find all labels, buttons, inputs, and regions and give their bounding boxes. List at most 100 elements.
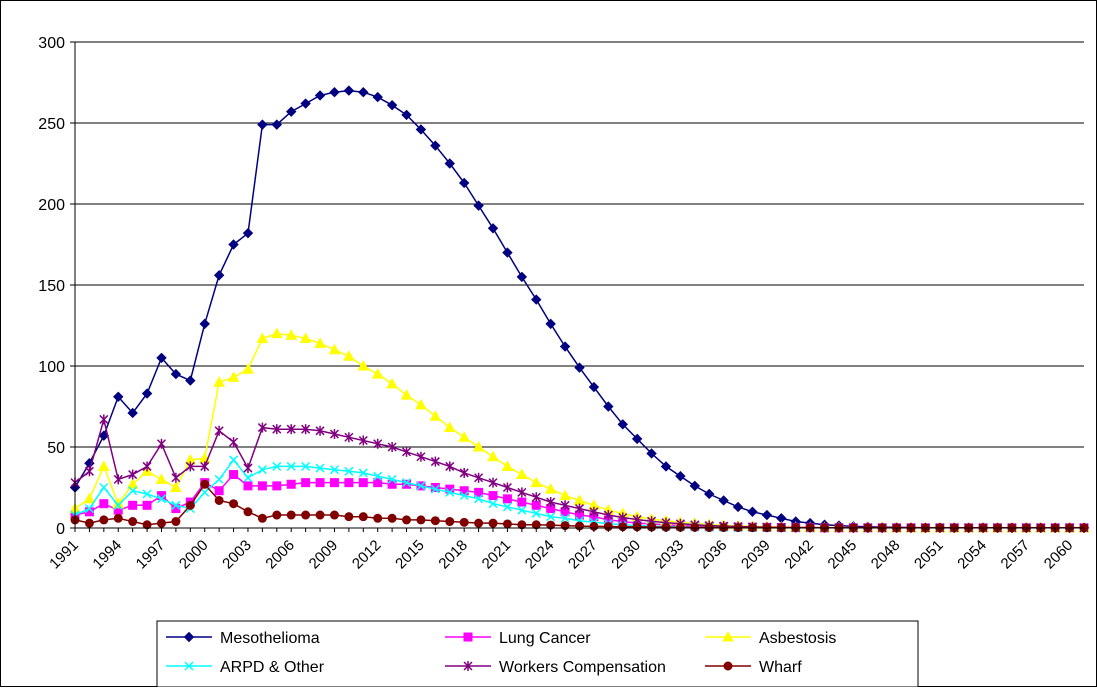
data-point-mesothelioma (747, 506, 758, 518)
data-point-workers-compensation (531, 492, 541, 503)
data-point-asbestosis (357, 359, 370, 371)
data-point-arpd-other (229, 455, 239, 465)
legend: Mesothelioma Lung Cancer Asbestosis ARPD & … (156, 620, 919, 688)
data-point-wharf (286, 510, 296, 520)
data-point-mesothelioma (358, 87, 369, 98)
data-point-mesothelioma (718, 495, 729, 506)
data-point-mesothelioma (646, 448, 657, 459)
data-point-asbestosis (343, 350, 355, 361)
data-point-asbestosis (170, 481, 182, 492)
data-point-workers-compensation (185, 461, 195, 472)
data-point-mesothelioma (545, 318, 556, 330)
data-point-wharf (272, 510, 282, 520)
data-point-workers-compensation (430, 456, 440, 467)
data-point-mesothelioma (156, 352, 167, 364)
data-point-workers-compensation (401, 446, 412, 457)
data-point-mesothelioma (574, 362, 585, 373)
data-point-workers-compensation (502, 482, 512, 493)
legend-marker (463, 661, 473, 671)
data-point-asbestosis (371, 368, 384, 379)
data-point-arpd-other (401, 478, 412, 488)
data-point-wharf (214, 495, 224, 505)
data-point-workers-compensation (200, 461, 210, 472)
data-point-workers-compensation (416, 451, 426, 462)
data-point-mesothelioma (675, 470, 686, 482)
data-point-mesothelioma (185, 375, 196, 386)
y-tick-label: 50 (47, 440, 65, 457)
data-point-mesothelioma (113, 391, 124, 402)
data-point-wharf (229, 499, 239, 509)
data-point-workers-compensation (272, 424, 282, 435)
legend-marker (722, 630, 734, 642)
data-point-asbestosis (530, 476, 543, 488)
data-point-workers-compensation (459, 467, 469, 478)
legend-item-workers-compensation: Workers Compensation (445, 659, 666, 676)
legend-item-arpd-other: ARPD & Other (166, 659, 325, 676)
data-point-wharf (373, 513, 383, 523)
data-point-mesothelioma (473, 200, 484, 211)
data-point-workers-compensation (128, 469, 138, 480)
data-point-mesothelioma (603, 401, 614, 412)
data-point-asbestosis (400, 389, 413, 400)
data-point-mesothelioma (761, 509, 773, 521)
data-point-mesothelioma (531, 294, 542, 305)
data-point-mesothelioma (401, 109, 412, 121)
data-point-arpd-other (99, 482, 109, 493)
data-point-arpd-other (286, 461, 296, 471)
data-point-asbestosis (314, 337, 326, 348)
data-point-arpd-other (344, 466, 354, 476)
data-point-workers-compensation (546, 497, 556, 508)
data-point-asbestosis (429, 410, 442, 421)
data-point-asbestosis (559, 489, 571, 501)
data-point-workers-compensation (344, 432, 354, 443)
data-point-asbestosis (155, 473, 168, 484)
data-point-lung-cancer (488, 491, 498, 501)
data-point-wharf (344, 512, 354, 522)
data-point-lung-cancer (99, 499, 109, 509)
gridlines (75, 41, 1084, 448)
data-point-wharf (185, 500, 195, 510)
data-point-arpd-other (113, 500, 123, 510)
legend-item-mesothelioma: Mesothelioma (166, 630, 320, 647)
legend-label: Mesothelioma (220, 630, 320, 647)
y-tick-label: 300 (38, 35, 65, 52)
data-point-workers-compensation (229, 437, 239, 448)
data-point-mesothelioma (704, 488, 715, 500)
data-point-lung-cancer (358, 478, 368, 488)
data-point-wharf (502, 519, 512, 529)
data-point-mesothelioma (314, 90, 326, 101)
data-point-lung-cancer (474, 487, 484, 497)
data-point-workers-compensation (142, 461, 152, 472)
legend-marker (463, 632, 473, 642)
data-point-mesothelioma (732, 501, 744, 513)
y-tick-label: 0 (56, 521, 65, 538)
legend-item-asbestosis: Asbestosis (705, 630, 836, 647)
data-point-wharf (171, 517, 181, 527)
data-point-asbestosis (472, 440, 485, 452)
y-tick-label: 150 (38, 278, 65, 295)
legend-item-wharf: Wharf (705, 659, 802, 676)
data-point-mesothelioma (516, 271, 528, 283)
data-point-mesothelioma (228, 239, 239, 250)
data-point-lung-cancer (329, 478, 339, 488)
y-axis-ticks: 0 50 100 150 200 250 300 (38, 35, 65, 538)
data-point-mesothelioma (617, 419, 628, 430)
data-point-mesothelioma (502, 247, 513, 258)
data-point-lung-cancer (344, 478, 354, 488)
data-point-workers-compensation (243, 463, 253, 474)
data-point-workers-compensation (113, 474, 123, 485)
axes (70, 41, 1085, 532)
data-point-workers-compensation (329, 429, 339, 440)
data-point-lung-cancer (229, 470, 239, 480)
data-point-asbestosis (97, 460, 110, 471)
data-point-lung-cancer (214, 486, 224, 496)
legend-label: Wharf (759, 659, 802, 676)
data-point-lung-cancer (502, 494, 512, 504)
data-point-workers-compensation (84, 466, 94, 477)
data-point-asbestosis (415, 398, 427, 410)
data-point-mesothelioma (631, 433, 643, 445)
data-point-workers-compensation (301, 424, 311, 435)
data-point-mesothelioma (242, 227, 254, 239)
